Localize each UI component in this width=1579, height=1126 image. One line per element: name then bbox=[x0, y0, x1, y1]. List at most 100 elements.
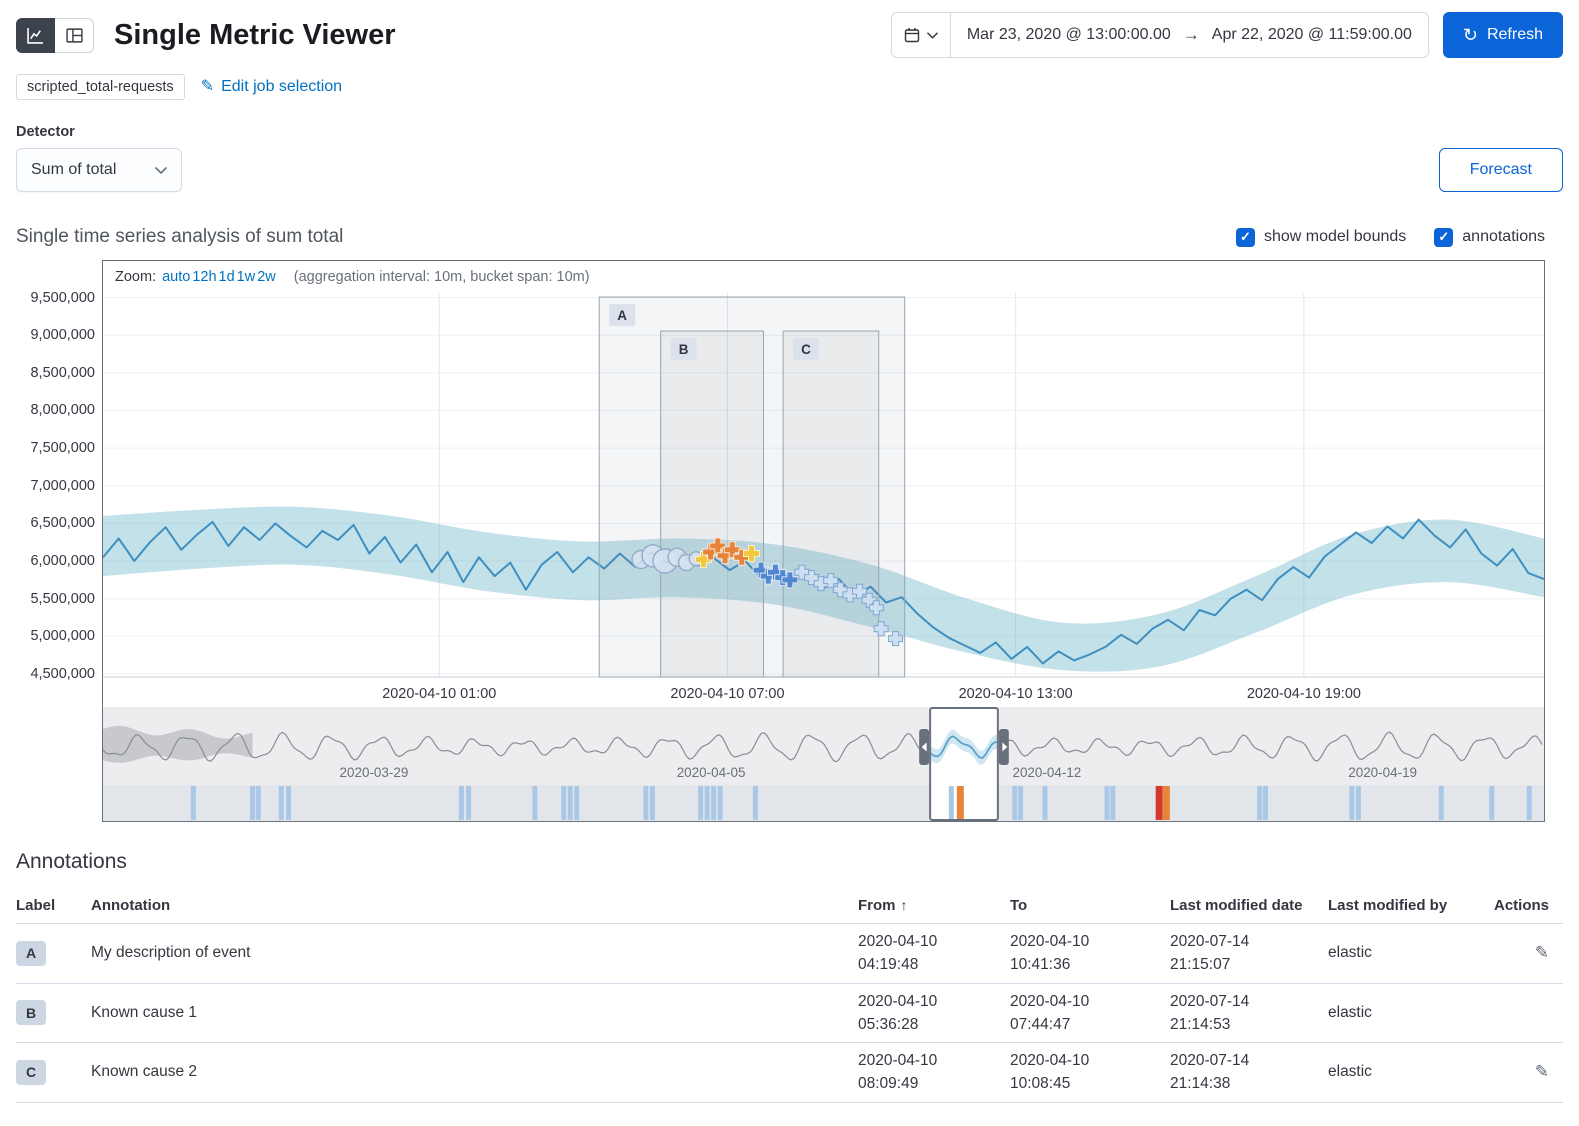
annotation-region-A[interactable] bbox=[598, 296, 906, 678]
swimlane-anomaly-stripe[interactable] bbox=[1438, 786, 1444, 820]
swimlane-anomaly-stripe[interactable] bbox=[561, 786, 567, 820]
swimlane-anomaly-stripe[interactable] bbox=[956, 786, 964, 820]
swimlane-anomaly-stripe[interactable] bbox=[1018, 786, 1024, 820]
y-axis-tick-label: 7,500,000 bbox=[30, 440, 95, 457]
y-axis-tick-label: 9,500,000 bbox=[30, 289, 95, 306]
swimlane-anomaly-stripe[interactable] bbox=[698, 786, 704, 820]
swimlane-anomaly-stripe[interactable] bbox=[1526, 786, 1532, 820]
annotation-region-C[interactable] bbox=[782, 330, 880, 678]
zoom-option-auto[interactable]: auto bbox=[162, 269, 191, 285]
forecast-button[interactable]: Forecast bbox=[1438, 148, 1563, 192]
refresh-button[interactable]: ↻ Refresh bbox=[1442, 12, 1563, 58]
grid-view-icon bbox=[65, 27, 83, 43]
swimlane-anomaly-stripe[interactable] bbox=[1355, 786, 1361, 820]
swimlane-anomaly-stripe[interactable] bbox=[717, 786, 723, 820]
anomaly-cross-marker-yellow[interactable] bbox=[743, 545, 760, 562]
detector-select[interactable]: Sum of total bbox=[16, 148, 182, 192]
zoom-option-12h[interactable]: 12h bbox=[192, 269, 217, 285]
swimlane-anomaly-stripe[interactable] bbox=[1262, 786, 1268, 820]
detector-label: Detector bbox=[16, 124, 75, 140]
sort-ascending-icon: ↑ bbox=[900, 897, 908, 913]
chevron-down-icon bbox=[155, 166, 167, 174]
swimlane-anomaly-stripe[interactable] bbox=[574, 786, 580, 820]
annotation-text: My description of event bbox=[91, 944, 251, 962]
annotation-label-badge: A bbox=[16, 940, 46, 966]
show-model-bounds-label: show model bounds bbox=[1263, 228, 1407, 245]
swimlane-anomaly-stripe[interactable] bbox=[1042, 786, 1048, 820]
swimlane-anomaly-stripe[interactable] bbox=[704, 786, 710, 820]
main-chart-svg[interactable]: 2020-04-10 01:00 2020-04-10 07:00 2020-04-… bbox=[103, 293, 1544, 707]
show-model-bounds-checkbox[interactable]: ✓ show model bounds bbox=[1235, 227, 1407, 247]
chevron-down-icon bbox=[927, 31, 938, 39]
anomaly-explorer-view-button[interactable] bbox=[55, 17, 94, 53]
anomaly-cross-marker-pale[interactable] bbox=[868, 600, 884, 616]
swimlane-anomaly-stripe[interactable] bbox=[643, 786, 649, 820]
anomaly-cross-marker-pale[interactable] bbox=[888, 631, 904, 647]
svg-text:2020-04-10 19:00: 2020-04-10 19:00 bbox=[1247, 686, 1361, 702]
swimlane-anomaly-stripe[interactable] bbox=[711, 786, 717, 820]
column-last-modified-date: Last modified date bbox=[1170, 897, 1303, 914]
page-title: Single Metric Viewer bbox=[114, 18, 396, 51]
edit-job-selection-link[interactable]: ✎ Edit job selection bbox=[201, 78, 342, 96]
annotations-checkbox[interactable]: ✓ annotations bbox=[1434, 227, 1545, 247]
annotations-section: Annotations Label Annotation From ↑ To La… bbox=[16, 850, 1563, 1103]
zoom-option-2w[interactable]: 2w bbox=[257, 269, 276, 285]
annotation-modified-by: elastic bbox=[1328, 944, 1372, 962]
anomaly-cross-marker-yellow[interactable] bbox=[694, 551, 712, 568]
y-axis-labels: 4,500,000 5,000,000 5,500,000 6,000,000 6,50… bbox=[16, 260, 102, 822]
annotation-region-B[interactable] bbox=[660, 330, 764, 678]
detector-selected-value: Sum of total bbox=[31, 161, 117, 178]
swimlane-anomaly-stripe[interactable] bbox=[1012, 786, 1018, 820]
swimlane-anomaly-stripe[interactable] bbox=[1155, 786, 1163, 820]
swimlane-anomaly-stripe[interactable] bbox=[278, 786, 284, 820]
pencil-icon: ✎ bbox=[200, 78, 215, 95]
annotation-modified-date: 2020-07-14 21:14:38 bbox=[1170, 1052, 1250, 1093]
quick-select-time-button[interactable] bbox=[892, 13, 951, 57]
annotations-table: Label Annotation From ↑ To Last modified … bbox=[16, 888, 1563, 1103]
anomaly-cross-marker-blue[interactable] bbox=[781, 571, 799, 589]
swimlane-anomaly-stripe[interactable] bbox=[948, 786, 954, 820]
context-chart-svg[interactable]: 2020-03-29 2020-04-05 2020-04-12 2020-04-19 bbox=[103, 707, 1544, 821]
svg-text:2020-04-10 01:00: 2020-04-10 01:00 bbox=[382, 686, 496, 702]
swimlane-anomaly-stripe[interactable] bbox=[1110, 786, 1116, 820]
date-range-start[interactable]: Mar 23, 2020 @ 13:00:00.00 bbox=[966, 26, 1171, 43]
swimlane-anomaly-stripe[interactable] bbox=[249, 786, 255, 820]
swimlane-anomaly-stripe[interactable] bbox=[466, 786, 472, 820]
zoom-option-1w[interactable]: 1w bbox=[236, 269, 256, 285]
svg-text:2020-04-19: 2020-04-19 bbox=[1348, 765, 1417, 780]
swimlane-anomaly-stripe[interactable] bbox=[1349, 786, 1355, 820]
aggregation-note: (aggregation interval: 10m, bucket span:… bbox=[293, 269, 590, 285]
swimlane-anomaly-stripe[interactable] bbox=[458, 786, 464, 820]
edit-annotation-icon[interactable]: ✎ bbox=[1534, 943, 1549, 963]
swimlane-anomaly-stripe[interactable] bbox=[752, 786, 758, 820]
edit-annotation-icon[interactable]: ✎ bbox=[1534, 1062, 1549, 1082]
swimlane-anomaly-stripe[interactable] bbox=[190, 786, 196, 820]
time-selection-window[interactable] bbox=[929, 707, 999, 821]
annotation-text: Known cause 1 bbox=[91, 1003, 197, 1021]
job-id-badge: scripted_total-requests bbox=[16, 74, 185, 100]
swimlane-anomaly-stripe[interactable] bbox=[649, 786, 655, 820]
refresh-icon: ↻ bbox=[1462, 25, 1478, 45]
swimlane-anomaly-stripe[interactable] bbox=[1257, 786, 1263, 820]
zoom-option-1d[interactable]: 1d bbox=[218, 269, 235, 285]
swimlane-anomaly-stripe[interactable] bbox=[1104, 786, 1110, 820]
svg-text:2020-04-10 13:00: 2020-04-10 13:00 bbox=[959, 686, 1073, 702]
y-axis-tick-label: 5,000,000 bbox=[30, 628, 95, 645]
zoom-controls: Zoom: auto 12h 1d 1w 2w (aggregation interva… bbox=[103, 261, 1544, 293]
swimlane-anomaly-stripe[interactable] bbox=[255, 786, 261, 820]
swimlane-anomaly-stripe[interactable] bbox=[1489, 786, 1495, 820]
single-metric-view-button[interactable] bbox=[16, 17, 55, 53]
annotation-from: 2020-04-10 05:36:28 bbox=[858, 992, 938, 1033]
zoom-label: Zoom: bbox=[115, 269, 157, 285]
column-from-sortable[interactable]: From ↑ bbox=[858, 897, 1010, 914]
svg-text:A: A bbox=[617, 308, 627, 323]
column-annotation: Annotation bbox=[91, 897, 171, 914]
annotation-row: C Known cause 2 2020-04-10 08:09:49 2020-04… bbox=[16, 1043, 1563, 1103]
date-range-end[interactable]: Apr 22, 2020 @ 11:59:00.00 bbox=[1211, 26, 1412, 43]
anomaly-cross-marker-pale[interactable] bbox=[873, 621, 889, 637]
swimlane-anomaly-stripe[interactable] bbox=[285, 786, 291, 820]
swimlane-anomaly-stripe[interactable] bbox=[532, 786, 538, 820]
column-actions: Actions bbox=[1493, 897, 1549, 914]
swimlane-anomaly-stripe[interactable] bbox=[1162, 786, 1170, 820]
swimlane-anomaly-stripe[interactable] bbox=[567, 786, 573, 820]
